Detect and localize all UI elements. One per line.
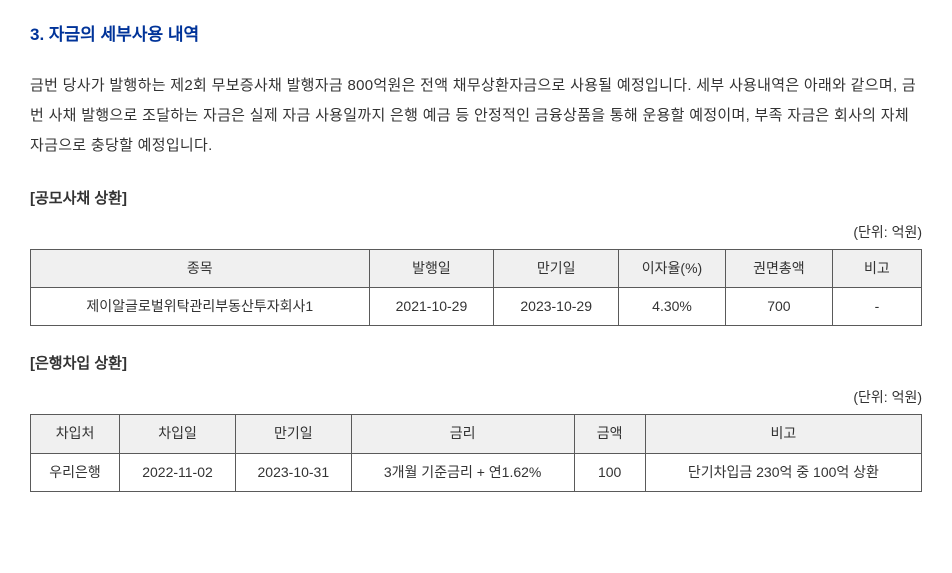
th-maturity-date: 만기일: [235, 415, 351, 453]
td-lender: 우리은행: [31, 453, 120, 491]
th-rate: 금리: [351, 415, 574, 453]
unit-label-1: (단위: 억원): [30, 220, 922, 245]
th-borrow-date: 차입일: [120, 415, 236, 453]
td-interest-rate: 4.30%: [619, 287, 726, 325]
table-header-row: 종목 발행일 만기일 이자율(%) 권면총액 비고: [31, 249, 922, 287]
th-maturity-date: 만기일: [494, 249, 619, 287]
td-item: 제이알글로벌위탁관리부동산투자회사1: [31, 287, 370, 325]
th-face-total: 권면총액: [725, 249, 832, 287]
td-face-total: 700: [725, 287, 832, 325]
td-note: -: [832, 287, 921, 325]
section-title: 3. 자금의 세부사용 내역: [30, 20, 922, 51]
unit-label-2: (단위: 억원): [30, 385, 922, 410]
td-maturity-date: 2023-10-31: [235, 453, 351, 491]
table-bank-loan: 차입처 차입일 만기일 금리 금액 비고 우리은행 2022-11-02 202…: [30, 414, 922, 491]
th-amount: 금액: [574, 415, 645, 453]
subtitle-bank-loan: [은행차입 상환]: [30, 350, 922, 377]
table-header-row: 차입처 차입일 만기일 금리 금액 비고: [31, 415, 922, 453]
th-note: 비고: [645, 415, 921, 453]
td-issue-date: 2021-10-29: [369, 287, 494, 325]
td-amount: 100: [574, 453, 645, 491]
th-issue-date: 발행일: [369, 249, 494, 287]
th-note: 비고: [832, 249, 921, 287]
th-interest-rate: 이자율(%): [619, 249, 726, 287]
th-lender: 차입처: [31, 415, 120, 453]
td-borrow-date: 2022-11-02: [120, 453, 236, 491]
td-rate: 3개월 기준금리 + 연1.62%: [351, 453, 574, 491]
td-note: 단기차입금 230억 중 100억 상환: [645, 453, 921, 491]
table-public-bond: 종목 발행일 만기일 이자율(%) 권면총액 비고 제이알글로벌위탁관리부동산투…: [30, 249, 922, 326]
table-row: 제이알글로벌위탁관리부동산투자회사1 2021-10-29 2023-10-29…: [31, 287, 922, 325]
table-row: 우리은행 2022-11-02 2023-10-31 3개월 기준금리 + 연1…: [31, 453, 922, 491]
td-maturity-date: 2023-10-29: [494, 287, 619, 325]
th-item: 종목: [31, 249, 370, 287]
body-paragraph: 금번 당사가 발행하는 제2회 무보증사채 발행자금 800억원은 전액 채무상…: [30, 71, 922, 161]
subtitle-public-bond: [공모사채 상환]: [30, 185, 922, 212]
